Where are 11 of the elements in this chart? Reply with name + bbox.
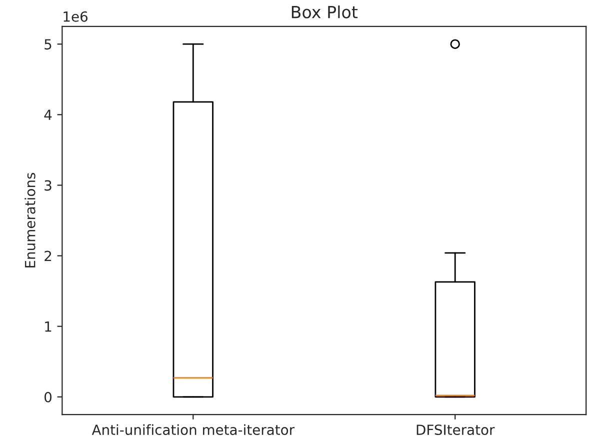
text: 1e6	[64, 11, 88, 22]
y-axis-title: Enumerations	[24, 172, 36, 268]
chart-title: Box Plot	[292, 5, 358, 18]
y-tick-label: 2	[44, 250, 52, 262]
y-tick-label: 4	[44, 110, 52, 120]
y-tick-label: 1	[45, 321, 52, 332]
x-tick-label: DFSIterator	[416, 424, 495, 436]
x-tick-label: Anti-unification meta-iterator	[92, 424, 295, 436]
y-tick-label: 5	[44, 39, 52, 50]
y-tick-label: 0	[44, 392, 52, 402]
y-tick-label: 3	[44, 180, 52, 191]
